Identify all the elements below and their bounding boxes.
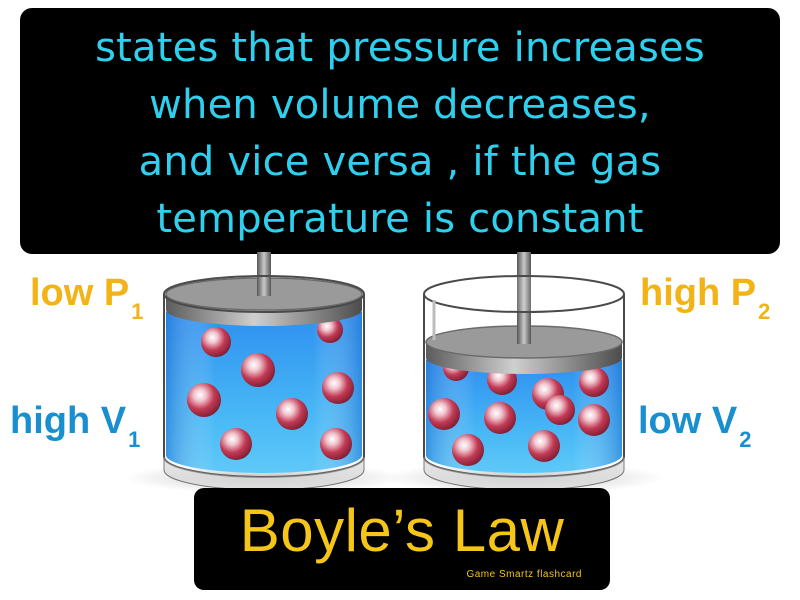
molecule [241, 353, 275, 387]
title-panel: Boyle’s Law Game Smartz flashcard [194, 488, 610, 590]
high-volume-label: high V1 [10, 400, 140, 443]
molecule [428, 398, 460, 430]
left-piston-rod [257, 252, 271, 296]
molecule [220, 428, 252, 460]
low-pressure-subscript: 1 [131, 299, 143, 324]
high-volume-text: high V [10, 400, 126, 442]
molecule [322, 372, 354, 404]
low-pressure-text: low P [30, 272, 129, 314]
high-pressure-label: high P2 [640, 272, 770, 315]
high-volume-subscript: 1 [128, 427, 140, 452]
molecule [320, 428, 352, 460]
molecule [276, 398, 308, 430]
molecule [545, 395, 575, 425]
molecule [484, 402, 516, 434]
low-volume-text: low V [638, 400, 737, 442]
high-pressure-text: high P [640, 272, 756, 314]
molecule [528, 430, 560, 462]
molecule [201, 327, 231, 357]
credit-text: Game Smartz flashcard [466, 569, 582, 580]
left-cylinder [164, 252, 364, 490]
molecule [187, 383, 221, 417]
molecule [452, 434, 484, 466]
molecule [579, 367, 609, 397]
low-pressure-label: low P1 [30, 272, 143, 315]
right-cylinder [424, 252, 624, 490]
high-pressure-subscript: 2 [758, 299, 770, 324]
low-volume-subscript: 2 [739, 427, 751, 452]
low-volume-label: low V2 [638, 400, 751, 443]
page-title: Boyle’s Law [194, 488, 610, 574]
molecule [578, 404, 610, 436]
